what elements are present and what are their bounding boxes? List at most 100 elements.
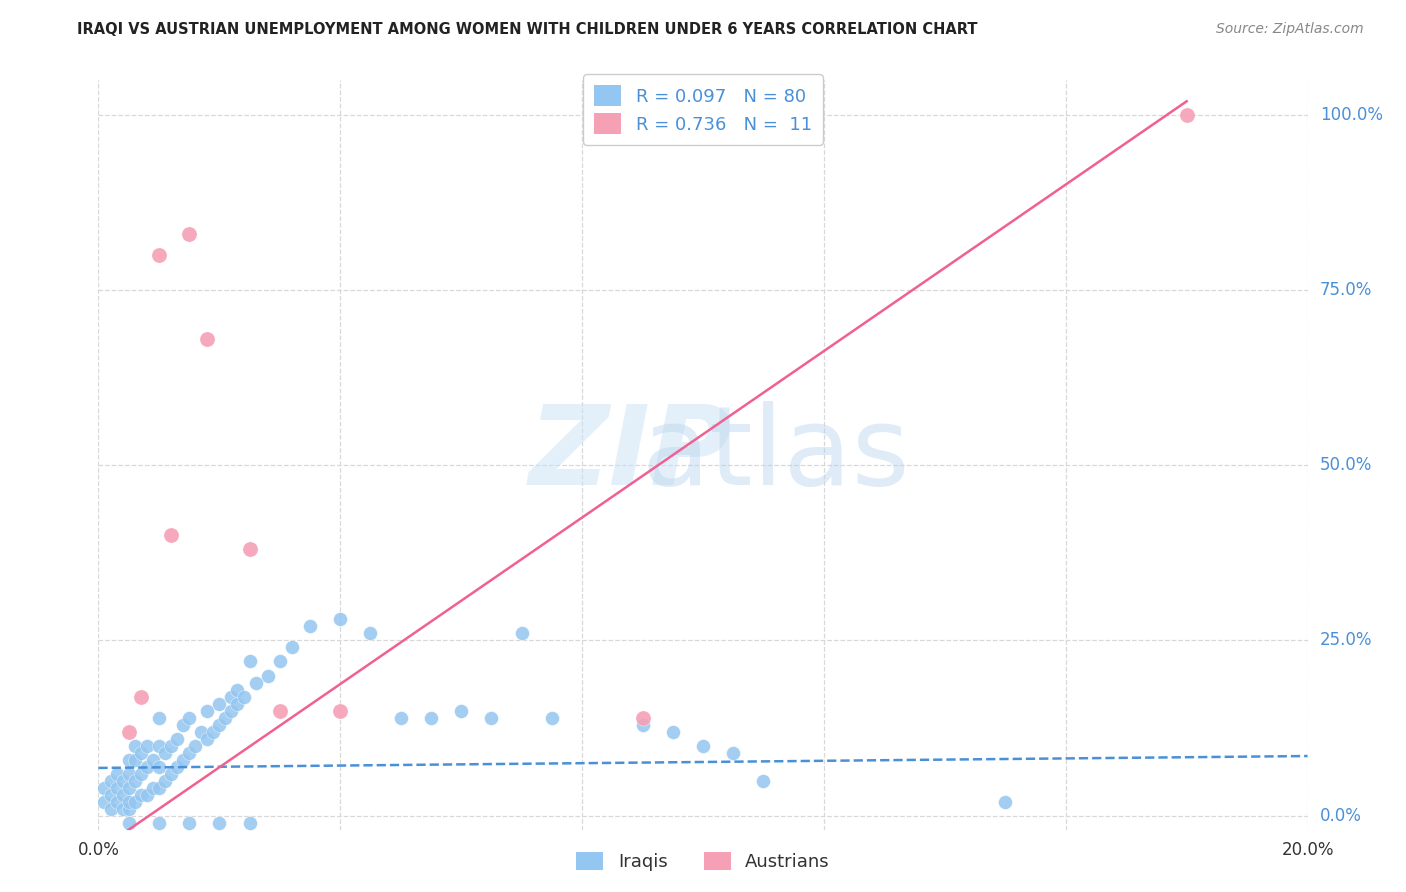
Point <box>105 766 128 780</box>
Point <box>118 795 141 809</box>
Point <box>269 655 291 669</box>
Point <box>540 710 562 724</box>
Point <box>190 724 212 739</box>
Point <box>148 710 170 724</box>
Legend: Iraqis, Austrians: Iraqis, Austrians <box>569 845 837 879</box>
Point <box>111 773 134 788</box>
Legend: R = 0.097   N = 80, R = 0.736   N =  11: R = 0.097 N = 80, R = 0.736 N = 11 <box>583 74 823 145</box>
Text: 0.0%: 0.0% <box>1320 806 1361 824</box>
Point <box>135 788 157 802</box>
Text: 75.0%: 75.0% <box>1320 281 1372 300</box>
Text: 100.0%: 100.0% <box>1320 106 1382 124</box>
Point <box>129 788 152 802</box>
Point <box>118 766 141 780</box>
Point <box>299 619 322 633</box>
Point <box>481 710 503 724</box>
Point <box>661 724 683 739</box>
Point <box>179 710 201 724</box>
Text: 25.0%: 25.0% <box>1320 632 1372 649</box>
Point <box>226 697 249 711</box>
Point <box>208 717 231 731</box>
Point <box>111 801 134 815</box>
Point <box>129 690 152 704</box>
Point <box>202 724 225 739</box>
Point <box>100 788 122 802</box>
Point <box>118 724 141 739</box>
Point <box>160 766 183 780</box>
Point <box>226 682 249 697</box>
Point <box>631 717 654 731</box>
Text: IRAQI VS AUSTRIAN UNEMPLOYMENT AMONG WOMEN WITH CHILDREN UNDER 6 YEARS CORRELATI: IRAQI VS AUSTRIAN UNEMPLOYMENT AMONG WOM… <box>77 22 977 37</box>
Text: atlas: atlas <box>641 401 910 508</box>
Point <box>93 795 115 809</box>
Point <box>142 752 165 766</box>
Point <box>105 780 128 795</box>
Point <box>118 815 141 830</box>
Point <box>135 739 157 753</box>
Text: 50.0%: 50.0% <box>1320 457 1372 475</box>
Text: ZIP: ZIP <box>529 401 733 508</box>
Point <box>420 710 443 724</box>
Point <box>135 759 157 773</box>
Point <box>148 815 170 830</box>
Point <box>148 248 170 262</box>
Point <box>142 780 165 795</box>
Point <box>153 773 176 788</box>
Point <box>232 690 254 704</box>
Point <box>93 780 115 795</box>
Point <box>172 717 194 731</box>
Point <box>172 752 194 766</box>
Point <box>208 815 231 830</box>
Point <box>195 731 218 746</box>
Point <box>129 766 152 780</box>
Point <box>329 612 352 626</box>
Point <box>195 704 218 718</box>
Point <box>239 655 262 669</box>
Point <box>723 746 745 760</box>
Point <box>179 227 201 242</box>
Point <box>281 640 304 655</box>
Point <box>692 739 714 753</box>
Text: Source: ZipAtlas.com: Source: ZipAtlas.com <box>1216 22 1364 37</box>
Point <box>118 801 141 815</box>
Point <box>160 528 183 542</box>
Point <box>256 668 278 682</box>
Point <box>124 795 146 809</box>
Point <box>166 731 188 746</box>
Point <box>118 752 141 766</box>
Point <box>124 773 146 788</box>
Point <box>245 675 267 690</box>
Point <box>111 788 134 802</box>
Point <box>100 801 122 815</box>
Point <box>129 746 152 760</box>
Point <box>160 739 183 753</box>
Point <box>166 759 188 773</box>
Point <box>510 626 533 640</box>
Point <box>124 739 146 753</box>
Point <box>153 746 176 760</box>
Point <box>994 795 1017 809</box>
Point <box>360 626 382 640</box>
Point <box>214 710 236 724</box>
Point <box>148 759 170 773</box>
Point <box>239 542 262 557</box>
Point <box>124 752 146 766</box>
Point <box>184 739 207 753</box>
Point <box>118 780 141 795</box>
Point <box>221 690 243 704</box>
Point <box>1175 108 1198 122</box>
Point <box>752 773 775 788</box>
Point <box>179 815 201 830</box>
Point <box>631 710 654 724</box>
Point <box>389 710 412 724</box>
Point <box>239 815 262 830</box>
Point <box>450 704 472 718</box>
Point <box>148 780 170 795</box>
Point <box>105 795 128 809</box>
Point <box>148 739 170 753</box>
Point <box>100 773 122 788</box>
Point <box>208 697 231 711</box>
Point <box>195 332 218 346</box>
Point <box>179 746 201 760</box>
Point <box>269 704 291 718</box>
